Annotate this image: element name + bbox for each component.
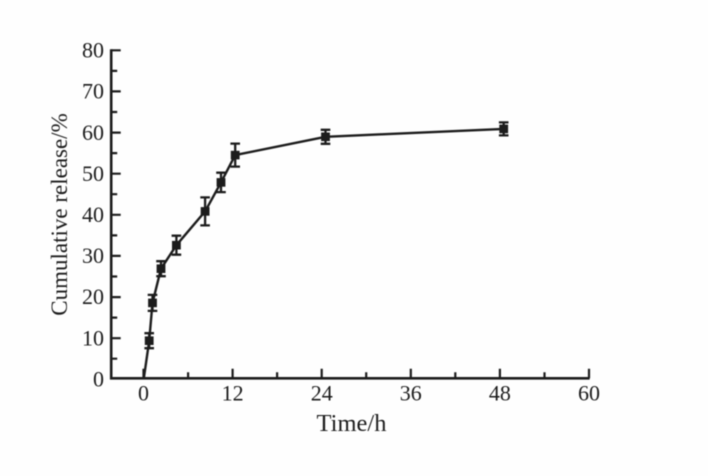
svg-text:48: 48 bbox=[489, 381, 511, 406]
svg-text:36: 36 bbox=[400, 381, 422, 406]
svg-text:24: 24 bbox=[311, 381, 333, 406]
svg-text:40: 40 bbox=[82, 202, 104, 227]
svg-text:30: 30 bbox=[82, 243, 104, 268]
svg-text:10: 10 bbox=[82, 325, 104, 350]
svg-text:60: 60 bbox=[82, 120, 104, 145]
svg-text:20: 20 bbox=[82, 284, 104, 309]
svg-text:80: 80 bbox=[82, 38, 104, 63]
svg-text:Cumulative release/%: Cumulative release/% bbox=[47, 113, 72, 315]
svg-text:50: 50 bbox=[82, 161, 104, 186]
svg-text:70: 70 bbox=[82, 79, 104, 104]
svg-text:0: 0 bbox=[138, 381, 149, 406]
svg-text:0: 0 bbox=[93, 367, 104, 392]
svg-text:60: 60 bbox=[578, 381, 600, 406]
svg-text:Time/h: Time/h bbox=[317, 410, 387, 437]
svg-text:12: 12 bbox=[222, 381, 244, 406]
